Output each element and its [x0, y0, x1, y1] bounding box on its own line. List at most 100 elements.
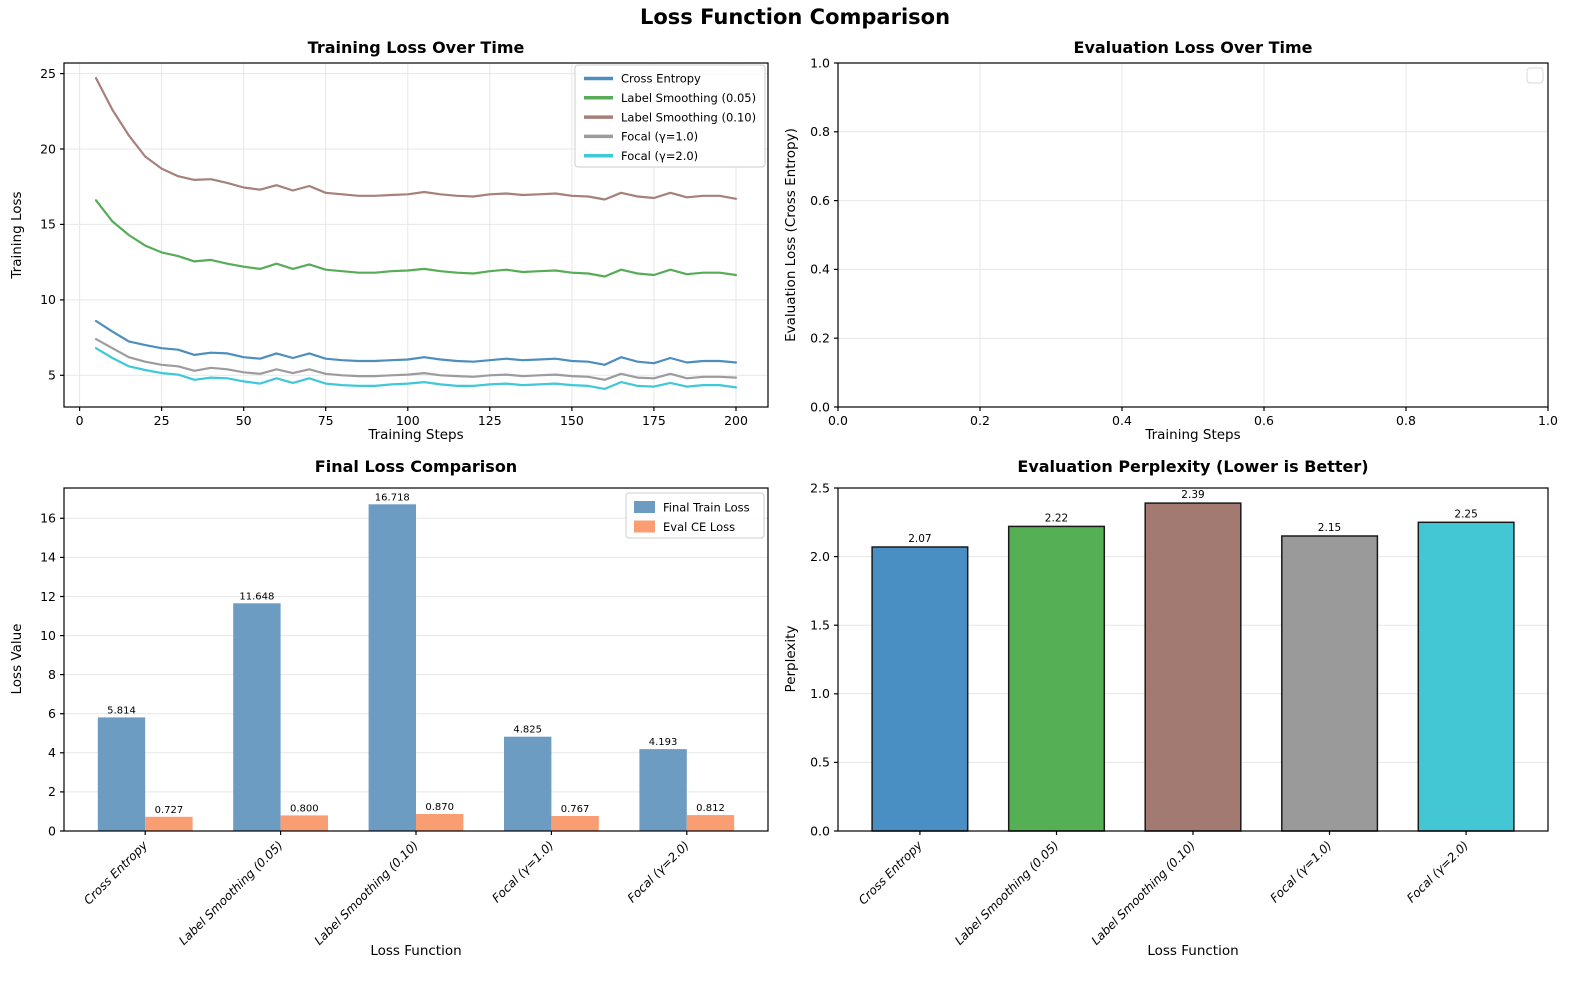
x-tick-label: 0.0 — [828, 413, 848, 428]
series-line — [94, 347, 738, 390]
y-tick-label: 14 — [40, 550, 56, 565]
legend-box — [625, 492, 765, 539]
x-tick-label: 175 — [642, 413, 666, 428]
legend-label: Label Smoothing (0.05) — [621, 91, 756, 105]
y-tick-label: 1.0 — [810, 686, 830, 701]
bar — [280, 815, 328, 831]
xaxis-label-training-loss: Training Steps — [368, 427, 464, 443]
y-tick-label: 1.5 — [810, 618, 830, 633]
y-tick-label: 10 — [40, 292, 56, 307]
x-tick-label: 125 — [478, 413, 502, 428]
y-tick-label: 15 — [40, 217, 56, 232]
y-tick-label: 12 — [40, 589, 56, 604]
x-category-label: Focal (γ=1.0) — [489, 838, 556, 905]
bar — [416, 814, 464, 831]
subplot-training_loss: 5 10 15 20 25 0 25 50 75 100 125 150 175 200 Cross Ent… — [40, 62, 769, 428]
bar-value-label: 5.814 — [107, 705, 136, 716]
x-category-label: Label Smoothing (0.10) — [1089, 838, 1199, 948]
x-tick-label: 75 — [318, 413, 334, 428]
y-tick-label: 0.5 — [810, 755, 830, 770]
yaxis-label-eval-loss: Evaluation Loss (Cross Entropy) — [783, 128, 799, 342]
y-tick-label: 2.0 — [810, 549, 830, 564]
subplot-title-eval-loss: Evaluation Loss Over Time — [1073, 38, 1313, 57]
bar-value-label: 0.727 — [155, 805, 184, 816]
x-category-label: Focal (γ=2.0) — [625, 838, 692, 905]
bar — [1281, 535, 1379, 832]
bar-value-label: 11.648 — [239, 591, 274, 602]
bar — [1007, 525, 1106, 832]
bar — [233, 603, 281, 831]
bar — [97, 717, 146, 831]
y-tick-label: 5 — [48, 368, 56, 383]
y-tick-label: 4 — [48, 745, 56, 760]
legend-label: Eval CE Loss — [663, 520, 735, 534]
subplot-title-perplexity: Evaluation Perplexity (Lower is Better) — [1017, 457, 1369, 476]
x-tick-label: 50 — [236, 413, 252, 428]
x-tick-label: 0.4 — [1112, 413, 1132, 428]
subplot-title-final-loss: Final Loss Comparison — [314, 457, 518, 476]
x-tick-label: 150 — [560, 413, 584, 428]
legend-label: Cross Entropy — [621, 72, 701, 86]
x-tick-label: 0.2 — [970, 413, 990, 428]
axes-frame — [63, 62, 769, 408]
bar-value-label: 0.800 — [290, 803, 319, 814]
y-tick-label: 0.0 — [810, 399, 830, 414]
x-category-label: Cross Entropy — [856, 838, 926, 908]
x-tick-label: 200 — [724, 413, 748, 428]
yaxis-label-perplexity: Perplexity — [783, 625, 799, 693]
bar — [686, 815, 735, 831]
y-tick-label: 0 — [48, 823, 56, 838]
yaxis-label-training-loss: Training Loss — [9, 191, 25, 279]
y-tick-label: 16 — [40, 511, 56, 526]
bar-value-label: 0.767 — [561, 804, 590, 815]
bar-value-label: 0.870 — [425, 802, 454, 813]
bar-value-label: 2.15 — [1318, 522, 1341, 534]
legend-box-empty — [1526, 67, 1544, 84]
y-tick-label: 0.0 — [810, 823, 830, 838]
bar-value-label: 2.25 — [1454, 508, 1477, 520]
x-category-label: Focal (γ=1.0) — [1267, 838, 1334, 905]
y-tick-label: 0.2 — [810, 331, 830, 346]
x-category-label: Label Smoothing (0.05) — [176, 838, 286, 948]
bar — [871, 546, 969, 832]
subplot-perplexity: 2.07 2.22 2.39 2.15 2.25 0.0 0.5 1.0 1.5 2.0 2.5 Cr… — [810, 480, 1549, 948]
y-tick-label: 20 — [40, 141, 56, 156]
bar-value-label: 4.193 — [649, 737, 678, 748]
y-tick-label: 25 — [40, 66, 56, 81]
x-category-label: Label Smoothing (0.05) — [952, 838, 1062, 948]
y-tick-label: 8 — [48, 667, 56, 682]
bar-value-label: 16.718 — [375, 492, 410, 503]
x-tick-label: 0.6 — [1254, 413, 1274, 428]
legend-patch-swatch — [634, 520, 655, 533]
x-tick-label: 25 — [154, 413, 170, 428]
y-tick-label: 1.0 — [810, 55, 830, 70]
y-tick-label: 0.6 — [810, 193, 830, 208]
bar — [639, 749, 687, 831]
x-tick-label: 100 — [396, 413, 420, 428]
x-category-label: Cross Entropy — [81, 838, 151, 908]
y-tick-label: 0.4 — [810, 262, 830, 277]
legend-label: Label Smoothing (0.10) — [621, 110, 756, 124]
subplot-final_loss: 5.814 11.648 16.718 4.825 4.193 0.727 0.800 0.8… — [40, 487, 769, 948]
y-tick-label: 6 — [48, 706, 56, 721]
legend-box — [574, 64, 766, 168]
y-tick-label: 10 — [40, 628, 56, 643]
bar-value-label: 2.39 — [1181, 489, 1204, 501]
y-tick-label: 2 — [48, 784, 56, 799]
bar-value-label: 0.812 — [696, 803, 725, 814]
bar — [1417, 521, 1515, 832]
yaxis-label-final-loss: Loss Value — [9, 623, 25, 695]
bar — [368, 504, 416, 831]
legend-label: Focal (γ=2.0) — [621, 149, 698, 163]
x-tick-label: 1.0 — [1538, 413, 1558, 428]
series-line — [94, 319, 738, 366]
xaxis-label-eval-loss: Training Steps — [1145, 427, 1241, 443]
series-line — [94, 199, 738, 278]
bar-value-label: 2.22 — [1045, 512, 1068, 524]
bar-value-label: 2.07 — [908, 533, 931, 545]
bar — [145, 816, 193, 831]
bar — [504, 736, 552, 831]
subplot-eval_loss: 0.0 0.2 0.4 0.6 0.8 1.0 0.0 0.2 0.4 0.6 0.8 1.0 — [810, 55, 1558, 428]
